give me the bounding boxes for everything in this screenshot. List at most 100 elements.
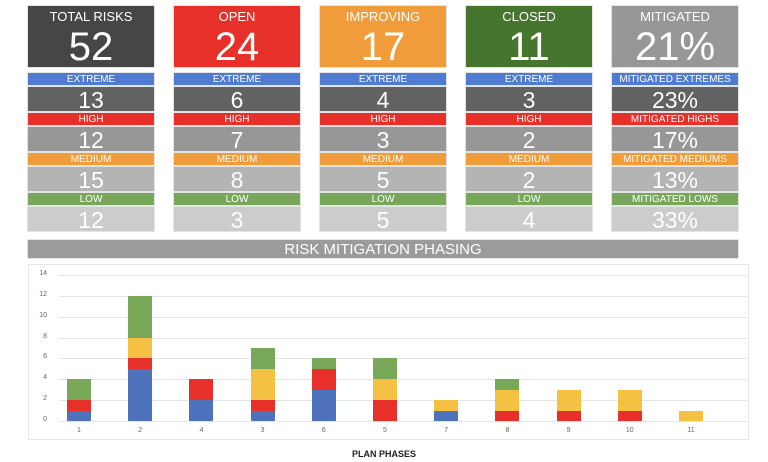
x-axis-title: PLAN PHASES xyxy=(351,449,416,459)
bar-segment-high xyxy=(250,400,275,411)
stacked-bar-phase-1 xyxy=(67,265,91,439)
low-label: LOW xyxy=(465,192,593,206)
low-count: 33% xyxy=(611,206,739,233)
extreme-label: EXTREME xyxy=(27,72,155,86)
tile-mitigated: MITIGATED 21% MITIGATED EXTREMES 23% MITI… xyxy=(611,5,739,233)
tile-title: OPEN xyxy=(218,9,256,24)
bar-segment-medium xyxy=(679,410,703,421)
section-title-risk-mitigation-phasing: RISK MITIGATION PHASING xyxy=(27,239,739,259)
tile-value: 11 xyxy=(508,25,550,69)
low-label: MITIGATED LOWS xyxy=(611,192,739,206)
gridline xyxy=(59,295,747,297)
extreme-count: 4 xyxy=(319,86,447,113)
high-count: 17% xyxy=(611,126,739,153)
bar-segment-medium xyxy=(128,337,153,359)
y-tick-label: 12 xyxy=(39,290,47,298)
tile-value: 17 xyxy=(360,25,406,69)
bar-segment-high xyxy=(67,400,91,411)
extreme-label: MITIGATED EXTREMES xyxy=(611,72,739,86)
y-tick-label: 10 xyxy=(39,311,47,319)
x-tick-label: 5 xyxy=(383,427,387,434)
tile-closed: CLOSED 11 EXTREME 3 HIGH 2 MEDIUM 2 LOW 4 xyxy=(465,5,593,233)
bar-segment-high xyxy=(311,368,336,390)
extreme-count: 13 xyxy=(27,86,155,113)
x-tick-label: 2 xyxy=(138,427,143,434)
bar-segment-low xyxy=(128,295,153,338)
stacked-bar-phase-4 xyxy=(189,265,214,439)
medium-count: 8 xyxy=(173,166,301,193)
extreme-label: EXTREME xyxy=(319,72,447,86)
stacked-bar-phase-2 xyxy=(128,265,153,439)
stacked-bar-phase-7 xyxy=(434,265,459,439)
bar-segment-high xyxy=(128,358,153,369)
stacked-bar-phase-10 xyxy=(617,265,642,439)
x-tick-label: 4 xyxy=(199,427,204,434)
bar-segment-low xyxy=(311,358,336,369)
tile-value: 21% xyxy=(634,25,716,69)
low-count: 3 xyxy=(173,206,301,233)
tile-header-improving: IMPROVING 17 xyxy=(319,5,447,68)
x-tick-label: 10 xyxy=(625,427,634,434)
y-tick-label: 6 xyxy=(43,353,47,361)
gridline xyxy=(59,316,747,318)
tile-header-mitigated: MITIGATED 21% xyxy=(611,5,739,68)
low-count: 5 xyxy=(319,206,447,233)
medium-label: MEDIUM xyxy=(319,152,447,166)
bar-segment-extreme xyxy=(67,410,91,421)
bar-segment-high xyxy=(495,410,520,421)
y-tick-label: 4 xyxy=(43,374,47,382)
stacked-bar-phase-5 xyxy=(373,265,397,439)
bar-segment-medium xyxy=(617,389,642,411)
x-tick-label: 9 xyxy=(566,427,571,434)
y-tick-label: 8 xyxy=(43,332,47,340)
y-tick-label: 0 xyxy=(43,416,47,423)
gridline xyxy=(59,358,747,360)
y-tick-label: 14 xyxy=(39,270,47,277)
tile-value: 52 xyxy=(68,25,114,69)
stacked-bar-phase-9 xyxy=(556,265,581,439)
risk-mitigation-phasing-chart: 0 2 4 6 8 10 12 14 1 2 4 3 6 5 7 8 9 10 11 xyxy=(28,264,749,440)
bar-segment-medium xyxy=(495,389,520,411)
low-label: LOW xyxy=(27,192,155,206)
bar-segment-low xyxy=(250,348,275,369)
extreme-count: 3 xyxy=(465,86,593,113)
high-label: HIGH xyxy=(465,112,593,126)
bar-segment-high xyxy=(556,410,581,421)
bar-segment-high xyxy=(189,379,214,401)
high-label: MITIGATED HIGHS xyxy=(611,112,739,126)
stacked-bar-phase-8 xyxy=(495,265,520,439)
medium-count: 5 xyxy=(319,166,447,193)
gridline xyxy=(59,275,747,276)
tile-header-closed: CLOSED 11 xyxy=(465,5,593,68)
bar-segment-low xyxy=(495,379,520,390)
tile-title: IMPROVING xyxy=(345,9,421,24)
bar-segment-high xyxy=(373,400,397,421)
tile-header-total: TOTAL RISKS 52 xyxy=(27,5,155,68)
low-count: 12 xyxy=(27,206,155,233)
high-label: HIGH xyxy=(173,112,301,126)
high-count: 3 xyxy=(319,126,447,153)
medium-label: MEDIUM xyxy=(173,152,301,166)
bar-segment-extreme xyxy=(434,410,459,421)
medium-count: 15 xyxy=(27,166,155,193)
medium-label: MEDIUM xyxy=(27,152,155,166)
high-count: 7 xyxy=(173,126,301,153)
low-count: 4 xyxy=(465,206,593,233)
gridline xyxy=(59,379,747,381)
tile-improving: IMPROVING 17 EXTREME 4 HIGH 3 MEDIUM 5 LOW … xyxy=(319,5,447,233)
x-tick-label: 8 xyxy=(505,427,510,434)
tile-title: MITIGATED xyxy=(640,9,710,24)
low-label: LOW xyxy=(319,192,447,206)
tile-header-open: OPEN 24 xyxy=(173,5,301,68)
extreme-count: 6 xyxy=(173,86,301,113)
medium-count: 2 xyxy=(465,166,593,193)
bar-segment-extreme xyxy=(128,368,153,421)
stacked-bar-phase-3 xyxy=(250,265,275,439)
stacked-bar-phase-11 xyxy=(679,265,703,439)
bar-segment-extreme xyxy=(250,410,275,421)
medium-label: MEDIUM xyxy=(465,152,593,166)
x-tick-label: 7 xyxy=(444,427,449,434)
y-tick-label: 2 xyxy=(43,395,47,403)
tile-total: TOTAL RISKS 52 EXTREME 13 HIGH 12 MEDIUM 1… xyxy=(27,5,155,233)
gridline xyxy=(59,400,747,402)
